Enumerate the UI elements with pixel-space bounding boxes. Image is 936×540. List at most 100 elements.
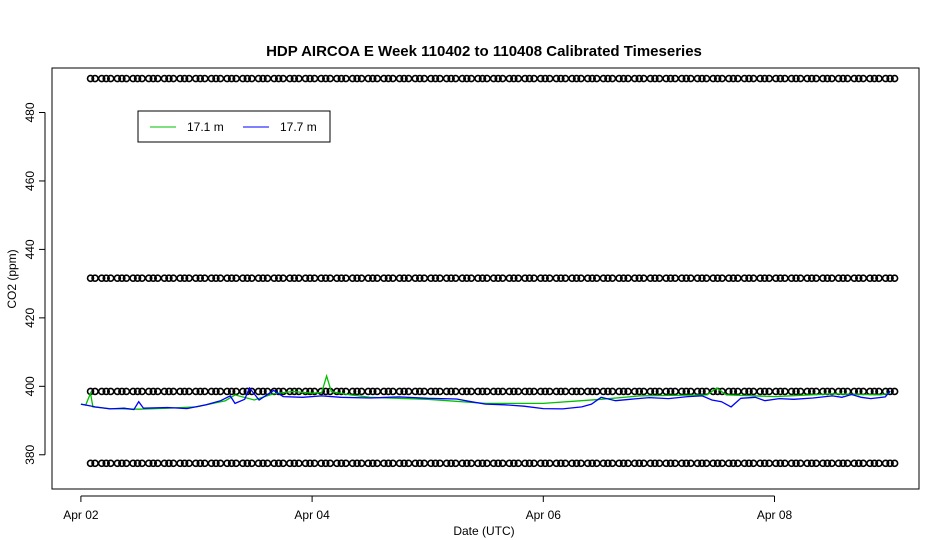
calibration-point xyxy=(662,74,670,83)
calibration-point xyxy=(740,459,749,468)
calibration-point xyxy=(615,387,623,396)
calibration-point xyxy=(395,74,404,83)
calibration-point xyxy=(557,274,565,282)
x-tick-label: Apr 04 xyxy=(294,508,330,522)
calibration-point xyxy=(505,459,514,468)
calibration-point xyxy=(102,387,111,396)
calibration-point xyxy=(745,387,753,396)
calibration-point xyxy=(740,387,749,396)
calibration-point xyxy=(604,274,612,282)
calibration-point xyxy=(259,74,267,83)
x-tick-label: Apr 08 xyxy=(757,508,793,522)
calibration-point xyxy=(521,459,529,468)
calibration-point xyxy=(599,274,608,282)
calibration-point xyxy=(133,74,142,83)
calibration-point xyxy=(212,387,220,396)
x-tick-label: Apr 06 xyxy=(526,508,562,522)
calibration-point xyxy=(243,74,252,83)
calibration-point xyxy=(395,459,404,468)
calibration-point xyxy=(713,74,722,83)
calibration-point xyxy=(196,459,205,468)
calibration-point xyxy=(494,459,502,468)
calibration-point xyxy=(144,387,153,396)
calibration-point xyxy=(348,74,357,83)
calibration-point xyxy=(191,459,200,468)
calibration-point xyxy=(118,274,126,282)
calibration-point xyxy=(854,274,863,282)
calibration-point xyxy=(384,74,393,83)
calibration-point xyxy=(348,274,357,282)
series-line-17-1m xyxy=(80,373,891,410)
calibration-point xyxy=(254,387,263,396)
calibration-point xyxy=(478,387,487,396)
calibration-point xyxy=(693,274,702,282)
calibration-point xyxy=(442,74,451,83)
calibration-point xyxy=(176,459,184,468)
calibration-point xyxy=(489,74,498,83)
calibration-point xyxy=(227,387,236,396)
calibration-point xyxy=(348,459,357,468)
calibration-point xyxy=(337,387,346,396)
calibration-point xyxy=(505,387,514,396)
calibration-point xyxy=(494,274,502,282)
calibration-point xyxy=(270,74,278,83)
calibration-point xyxy=(364,387,373,396)
calibration-point xyxy=(536,74,545,83)
calibration-point xyxy=(129,387,137,396)
calibration-point xyxy=(635,387,644,396)
calibration-point xyxy=(113,459,122,468)
calibration-point xyxy=(666,74,675,83)
calibration-point xyxy=(165,459,173,468)
calibration-point xyxy=(180,74,189,83)
calibration-point xyxy=(86,459,95,468)
calibration-point xyxy=(890,274,899,282)
calibration-point xyxy=(458,387,467,396)
calibration-point xyxy=(411,274,420,282)
calibration-point xyxy=(286,274,294,282)
calibration-point xyxy=(118,387,126,396)
calibration-point xyxy=(321,274,330,282)
calibration-point xyxy=(572,274,581,282)
calibration-point xyxy=(792,74,800,83)
calibration-point xyxy=(619,74,628,83)
calibration-point xyxy=(212,274,220,282)
calibration-point xyxy=(427,274,435,282)
calibration-point xyxy=(207,459,216,468)
calibration-point xyxy=(160,74,169,83)
calibration-point xyxy=(301,387,310,396)
calibration-point xyxy=(395,274,404,282)
calibration-point xyxy=(113,74,122,83)
calibration-point xyxy=(301,74,310,83)
calibration-point xyxy=(353,274,361,282)
calibration-point xyxy=(458,74,467,83)
calibration-point xyxy=(677,274,686,282)
calibration-point xyxy=(489,459,498,468)
calibration-point xyxy=(850,459,859,468)
calibration-point xyxy=(102,274,111,282)
calibration-point xyxy=(870,274,879,282)
calibration-point xyxy=(776,387,785,396)
calibration-point xyxy=(834,74,843,83)
calibration-point xyxy=(86,274,95,282)
calibration-point xyxy=(839,74,847,83)
calibration-point xyxy=(807,459,816,468)
calibration-point xyxy=(447,459,455,468)
calibration-point xyxy=(196,274,205,282)
calibration-point xyxy=(557,74,565,83)
calibration-point xyxy=(568,459,576,468)
calibration-point xyxy=(478,459,487,468)
calibration-point xyxy=(604,459,612,468)
calibration-point xyxy=(368,387,377,396)
calibration-point xyxy=(442,459,451,468)
calibration-point xyxy=(834,459,843,468)
calibration-point xyxy=(662,459,670,468)
calibration-point xyxy=(787,387,796,396)
calibration-point xyxy=(254,274,263,282)
calibration-point xyxy=(306,387,314,396)
calibration-point xyxy=(462,274,471,282)
x-tick-label: Apr 02 xyxy=(63,508,99,522)
calibration-point xyxy=(807,74,816,83)
calibration-point xyxy=(384,387,393,396)
calibration-point xyxy=(380,387,388,396)
calibration-point xyxy=(819,74,827,83)
